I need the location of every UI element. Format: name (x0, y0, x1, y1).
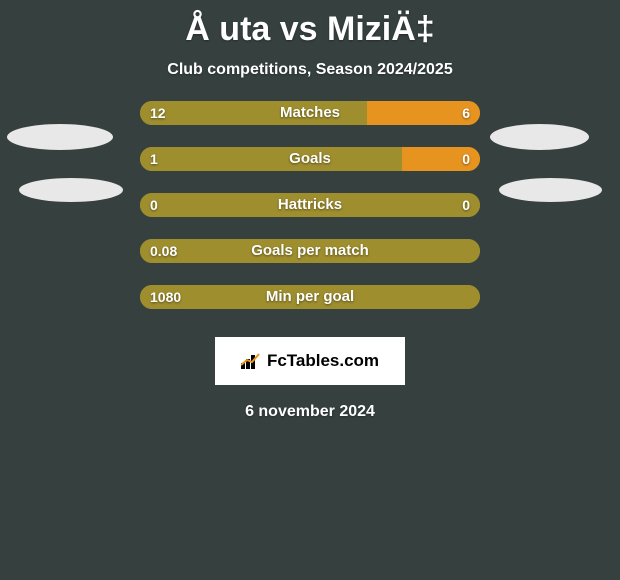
date-text: 6 november 2024 (0, 403, 620, 421)
bar-track (140, 239, 480, 263)
bar-left (140, 285, 480, 309)
team-logo-mid-right (499, 178, 602, 202)
stat-row-matches: Matches126 (0, 101, 620, 125)
stat-row-gpm: Goals per match0.08 (0, 239, 620, 263)
bar-right (402, 147, 480, 171)
bars-icon (241, 353, 261, 369)
bar-track (140, 285, 480, 309)
bar-left (140, 193, 480, 217)
team-logo-mid-left (19, 178, 123, 202)
bar-track (140, 101, 480, 125)
bar-left (140, 147, 402, 171)
page-title: Å uta vs MiziÄ‡ (0, 6, 620, 51)
subtitle: Club competitions, Season 2024/2025 (0, 61, 620, 79)
bar-right (367, 101, 480, 125)
team-logo-top-left (7, 124, 113, 150)
bar-track (140, 147, 480, 171)
team-logo-top-right (490, 124, 589, 150)
bar-track (140, 193, 480, 217)
comparison-card: Å uta vs MiziÄ‡ Club competitions, Seaso… (0, 0, 620, 421)
fctables-logo: FcTables.com (241, 351, 379, 371)
logo-box: FcTables.com (215, 337, 405, 385)
stat-row-mpg: Min per goal1080 (0, 285, 620, 309)
bar-left (140, 239, 480, 263)
stat-row-goals: Goals10 (0, 147, 620, 171)
logo-text: FcTables.com (267, 351, 379, 371)
bar-left (140, 101, 367, 125)
